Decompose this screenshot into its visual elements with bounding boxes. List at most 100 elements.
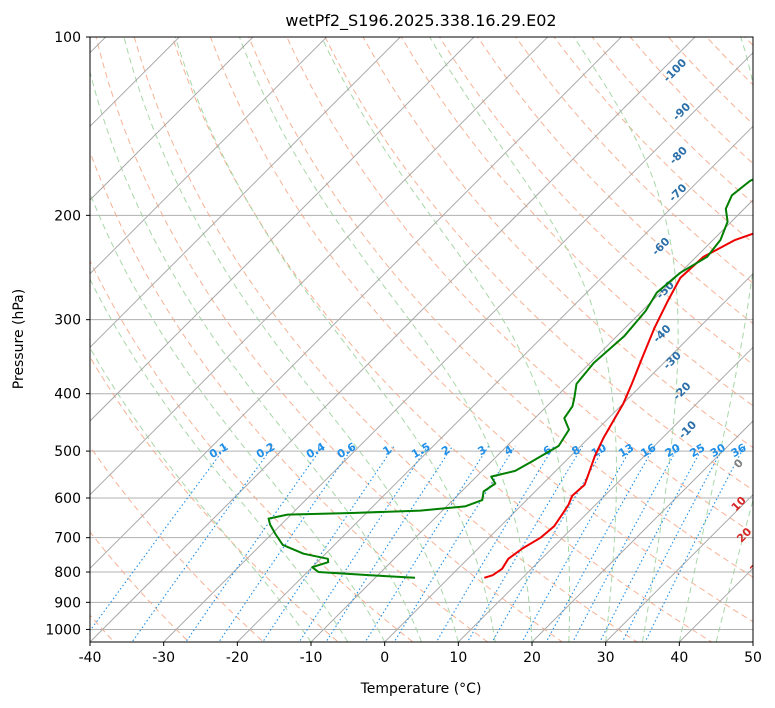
y-tick-label: 200 (54, 208, 81, 224)
dry-adiabat-line (248, 37, 753, 578)
y-axis-label: Pressure (hPa) (11, 289, 27, 389)
x-tick-label: 20 (523, 650, 541, 666)
moist-adiabat-line (123, 37, 459, 642)
x-tick-label: 40 (670, 650, 688, 666)
isotherm-line (457, 346, 753, 642)
dry-adiabat-line (515, 37, 753, 284)
x-tick-label: 10 (449, 650, 467, 666)
mixing-ratio-line (262, 445, 395, 642)
mixing-ratio-label: 25 (687, 441, 707, 460)
isotherm-line (604, 493, 753, 642)
moist-adiabat-line (715, 498, 753, 642)
dry-adiabat-line (90, 531, 190, 642)
dry-adiabat-line (286, 37, 753, 534)
wetbulb-label: -30 (661, 349, 684, 372)
isotherm-line (752, 641, 753, 642)
wetbulb-label: -100 (661, 56, 690, 85)
dry-adiabat-line (90, 356, 339, 642)
mixing-ratio-label: 30 (708, 441, 728, 460)
isotherm-line (531, 420, 753, 642)
y-tick-label: 300 (54, 313, 81, 329)
dry-adiabat-line (744, 37, 753, 47)
dry-adiabat-line (171, 37, 713, 642)
y-axis-ticks: 1000 900 800 700 600 500 400 300 200 100 (45, 30, 90, 638)
mixing-ratio-label: 36 (729, 441, 749, 460)
isotherms (0, 10, 753, 676)
red-isopleth-label: 10 (729, 494, 749, 514)
x-tick-label: 30 (597, 650, 615, 666)
dry-adiabat-line (90, 445, 265, 642)
moist-adiabat-line (573, 37, 679, 642)
dry-adiabat-line (133, 37, 638, 642)
isotherm-line (90, 37, 696, 642)
isotherm-line (236, 125, 753, 642)
plot-frame (89, 36, 754, 643)
moist-adiabat-line (90, 70, 422, 642)
mixing-ratio-line (621, 445, 725, 642)
isotherm-line (90, 37, 549, 496)
chart-title: wetPf2_S196.2025.338.16.29.E02 (285, 11, 556, 31)
isotherm-line (0, 10, 59, 676)
dry-adiabat-line (756, 10, 775, 654)
moist-adiabat-line (429, 37, 617, 642)
moist-adiabat-line (678, 37, 753, 642)
x-tick-label: -20 (226, 650, 249, 666)
moist-adiabat-line (90, 277, 349, 642)
isotherm-line (310, 199, 753, 642)
x-tick-label: -10 (300, 650, 323, 666)
mixing-ratio-line (364, 445, 490, 642)
y-tick-label: 900 (54, 595, 81, 611)
moist-adiabat-line (238, 37, 533, 642)
dry-adiabat-line (438, 37, 753, 366)
plot-area: 0.1 0.2 0.4 0.6 1 1.5 2 3 4 6 8 10 13 16 20 25 30 36-100-… (0, 10, 775, 676)
dry-adiabat-line (90, 259, 414, 642)
dewpoint-line (267, 178, 753, 579)
wetbulb-label: -60 (649, 235, 672, 258)
mixing-ratio-line (185, 445, 324, 642)
isotherm-line (90, 37, 181, 128)
mixing-ratio-label: 0.4 (304, 440, 328, 461)
wetbulb-label: -20 (670, 379, 693, 402)
mixing-ratio-line (131, 445, 274, 642)
temperature-line (484, 232, 753, 579)
wetbulb-label: -80 (667, 144, 690, 167)
isotherm-line (383, 272, 753, 642)
wetbulb-label: 0 (731, 456, 746, 471)
y-tick-label: 600 (54, 491, 81, 507)
mixing-ratio-line (325, 445, 454, 642)
isotherm-line (162, 51, 753, 642)
mixing-ratio-label: 0.6 (335, 440, 359, 461)
x-tick-label: -40 (79, 650, 102, 666)
dry-adiabat-line (400, 37, 753, 407)
x-tick-label: 0 (380, 650, 389, 666)
isotherm-line (90, 37, 475, 422)
mixing-ratio-line (545, 445, 656, 642)
dry-adiabat-line (629, 37, 753, 165)
dry-adiabat-line (705, 37, 753, 86)
mixing-ratio-line (572, 445, 680, 642)
wetbulb-label: -70 (666, 181, 689, 204)
mixing-ratio-label: 0.1 (207, 440, 230, 461)
isotherm-line (90, 37, 402, 349)
mixing-ratio-label: 13 (616, 441, 636, 460)
mixing-ratio-line (521, 445, 633, 642)
y-tick-label: 400 (54, 387, 81, 403)
dry-adiabat-line (209, 37, 753, 623)
mixing-ratio-line (393, 445, 516, 642)
mixing-ratio-line (644, 445, 746, 642)
mixing-ratio-line (491, 445, 606, 642)
moist-adiabats (90, 37, 753, 642)
dry-adiabat-line (324, 37, 753, 491)
mixing-ratio-line (435, 445, 555, 642)
mixing-ratio-label: 10 (589, 441, 609, 460)
isotherm-line (90, 37, 328, 275)
mixing-ratio-line (599, 445, 704, 642)
red-isopleth-label: 20 (734, 525, 754, 545)
moist-adiabat-line (90, 347, 312, 642)
red-isopleth-label: 30 (747, 556, 767, 576)
x-axis-ticks: -40 -30 -20 -10 0 10 20 30 40 50 (79, 642, 762, 666)
isotherm-line (90, 37, 254, 201)
moist-adiabat-line (321, 37, 571, 642)
moist-adiabat-line (90, 192, 386, 642)
